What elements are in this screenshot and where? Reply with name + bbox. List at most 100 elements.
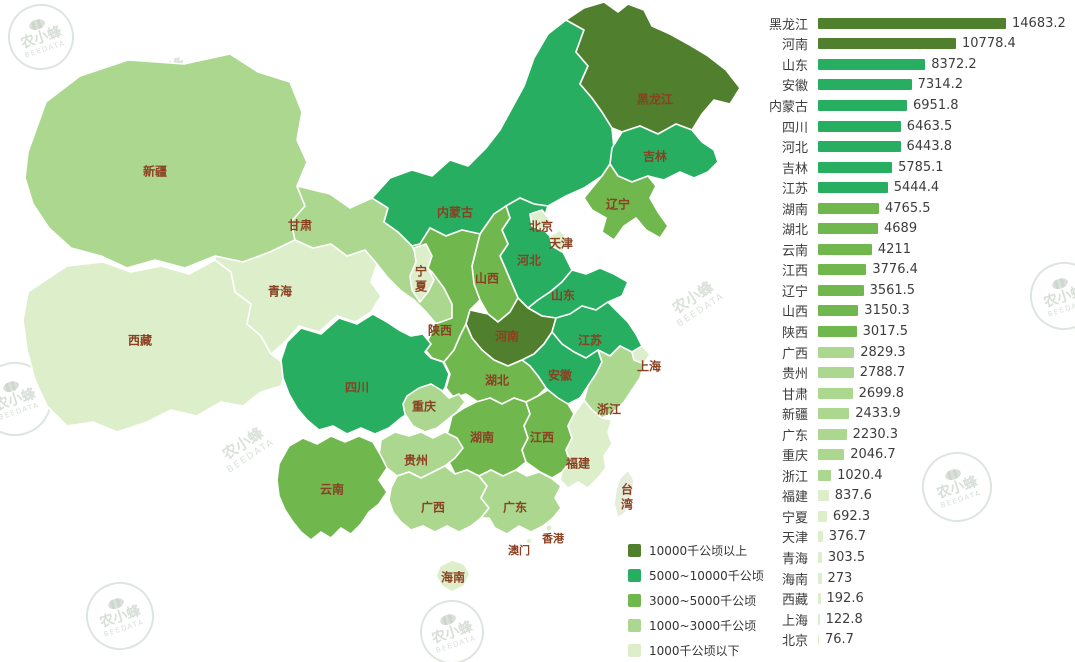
- legend-swatch: [628, 593, 641, 607]
- province-guizhou: [378, 431, 464, 479]
- map-label-xizang: 西藏: [128, 333, 152, 348]
- bar-row: 北京 76.7: [750, 629, 1072, 650]
- map-label-heilongjiang: 黑龙江: [637, 92, 673, 107]
- bar-row: 上海 122.8: [750, 609, 1072, 630]
- bar: [818, 408, 850, 420]
- bar-category-label: 云南: [781, 243, 808, 259]
- province-xinjiang: [24, 53, 308, 269]
- bar-row: 云南 4211: [750, 239, 1072, 260]
- legend-swatch: [628, 568, 641, 582]
- map-label-taiwan: 台湾: [621, 481, 633, 511]
- map-label-hongkong: 香港: [541, 531, 565, 545]
- bar-row: 江苏 5444.4: [750, 177, 1072, 198]
- bar: [818, 510, 827, 522]
- bar-row: 吉林 5785.1: [750, 157, 1072, 178]
- bar: [818, 613, 820, 625]
- bar-value: 4689: [884, 221, 918, 237]
- bar-value: 14683.2: [1012, 15, 1066, 31]
- bar-value: 76.7: [825, 632, 854, 648]
- map-label-henan: 河南: [494, 329, 519, 344]
- bar: [818, 428, 847, 440]
- map-label-shanxi: 山西: [475, 271, 499, 286]
- bar: [818, 593, 821, 605]
- bar-value: 2230.3: [852, 426, 899, 442]
- bar: [818, 387, 853, 399]
- macau-dot: [526, 538, 532, 544]
- province-fujian: [559, 399, 613, 489]
- bar-category-label: 山西: [781, 305, 808, 321]
- legend-item: 10000千公顷以上: [628, 543, 764, 558]
- legend-label: 1000千公顷以下: [649, 643, 740, 658]
- bar-row: 新疆 2433.9: [750, 403, 1072, 424]
- bar-category-label: 浙江: [781, 469, 808, 485]
- bar-value: 692.3: [832, 508, 871, 524]
- bar-row: 安徽 7314.2: [750, 75, 1072, 96]
- bar-category-label: 黑龙江: [768, 17, 808, 33]
- bar-category-label: 上海: [781, 613, 808, 629]
- map-label-xinjiang: 新疆: [143, 164, 167, 179]
- bar: [818, 531, 823, 543]
- bar-row: 福建 837.6: [750, 486, 1072, 507]
- bar-value: 3561.5: [869, 282, 916, 298]
- bar: [818, 243, 872, 255]
- bar-value: 5444.4: [893, 180, 940, 196]
- bar: [818, 120, 901, 132]
- bar-row: 天津 376.7: [750, 527, 1072, 548]
- legend-item: 3000~5000千公顷: [628, 593, 764, 608]
- bar-row: 陕西 3017.5: [750, 321, 1072, 342]
- bar-row: 江西 3776.4: [750, 260, 1072, 281]
- province-liaoning: [583, 163, 669, 241]
- bar-value: 3150.3: [864, 303, 910, 319]
- map-label-jilin: 吉林: [643, 149, 667, 164]
- bar-category-label: 天津: [781, 531, 808, 547]
- bar-value: 122.8: [825, 611, 863, 627]
- bar-category-label: 广西: [781, 346, 808, 362]
- bar-row: 黑龙江 14683.2: [750, 13, 1072, 34]
- bar: [818, 490, 829, 502]
- bar-row: 河北 6443.8: [750, 136, 1072, 157]
- province-hainan: [435, 559, 471, 593]
- bar-category-label: 辽宁: [781, 284, 808, 300]
- bar-row: 内蒙古 6951.8: [750, 95, 1072, 116]
- bar-row: 宁夏 692.3: [750, 506, 1072, 527]
- bar: [818, 17, 1006, 29]
- bar-value: 2829.3: [860, 344, 906, 360]
- map-label-jiangxi: 江西: [530, 430, 554, 445]
- province-tianjin: [549, 229, 569, 253]
- bar-value: 6951.8: [913, 97, 959, 113]
- map-label-shandong: 山东: [551, 288, 575, 303]
- bar-category-label: 宁夏: [781, 510, 808, 526]
- legend-swatch: [628, 643, 641, 657]
- bar-category-label: 安徽: [781, 79, 808, 95]
- bar-category-label: 重庆: [781, 449, 808, 465]
- map-label-jiangsu: 江苏: [578, 333, 602, 348]
- map-label-guangdong: 广东: [503, 500, 527, 515]
- legend: 10000千公顷以上 5000~10000千公顷 3000~5000千公顷 1000~…: [628, 543, 764, 658]
- province-beijing: [529, 209, 551, 231]
- bar-category-label: 海南: [781, 572, 808, 588]
- map-label-zhejiang: 浙江: [597, 402, 621, 417]
- bar: [818, 551, 822, 563]
- bar-value: 192.6: [826, 591, 864, 607]
- bar-row: 西藏 192.6: [750, 588, 1072, 609]
- province-heilongjiang: [565, 1, 741, 135]
- map-label-sichuan: 四川: [345, 381, 369, 395]
- map-label-liaoning: 辽宁: [606, 197, 630, 212]
- bar-row: 青海 303.5: [750, 547, 1072, 568]
- legend-item: 5000~10000千公顷: [628, 568, 764, 583]
- bar-category-label: 山东: [781, 58, 808, 74]
- legend-swatch: [628, 618, 641, 632]
- bar-value: 8372.2: [931, 56, 977, 72]
- bar: [818, 572, 822, 584]
- bar: [818, 634, 819, 646]
- bar-row: 贵州 2788.7: [750, 362, 1072, 383]
- bar-category-label: 北京: [781, 634, 808, 650]
- bar: [818, 449, 845, 461]
- bar: [818, 202, 879, 214]
- bar-value: 4211: [877, 241, 911, 257]
- bar-category-label: 河北: [781, 141, 808, 157]
- bar-row: 浙江 1020.4: [750, 465, 1072, 486]
- province-zhejiang: [583, 345, 645, 419]
- bar: [818, 79, 912, 91]
